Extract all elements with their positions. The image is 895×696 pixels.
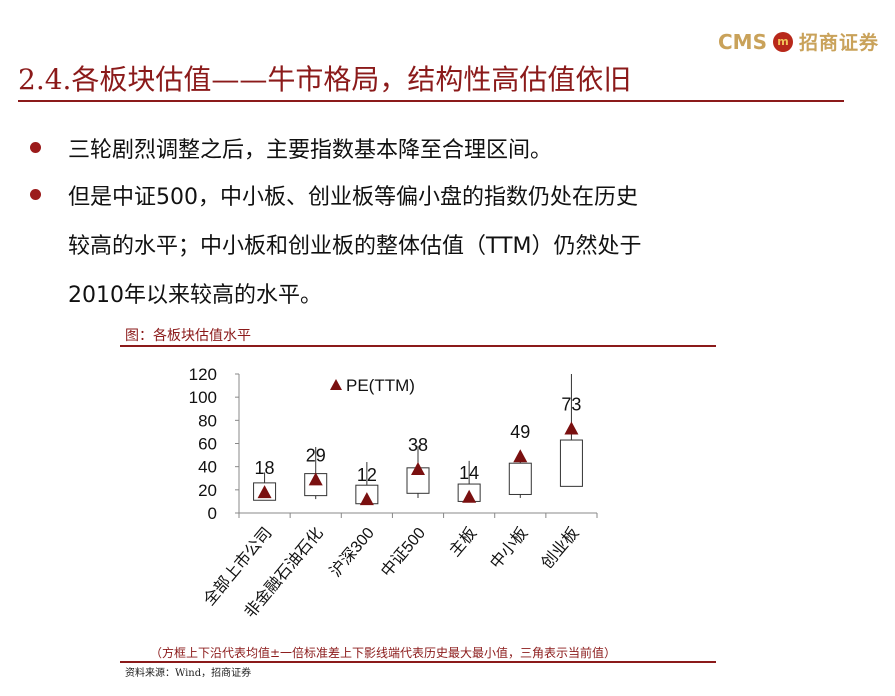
bullet-1-line-1: 三轮剧烈调整之后，主要指数基本降至合理区间。 bbox=[68, 138, 553, 163]
current-value-marker bbox=[257, 485, 272, 499]
note-divider bbox=[120, 661, 716, 663]
legend-label: PE(TTM) bbox=[346, 376, 415, 395]
figure-note: （方框上下沿代表均值±一倍标准差上下影线端代表历史最大最小值，三角表示当前值） bbox=[150, 646, 617, 660]
data-label: 12 bbox=[357, 465, 377, 485]
bullet-2-line-2: 较高的水平；中小板和创业板的整体估值（TTM）仍然处于 bbox=[68, 234, 642, 259]
category-label: 创业板 bbox=[538, 524, 583, 572]
figure-caption: 图：各板块估值水平 bbox=[125, 328, 251, 344]
y-tick-label: 120 bbox=[189, 365, 217, 384]
cms-logo: CMS m 招商证券 bbox=[718, 28, 879, 55]
bullet-2-line-1: 但是中证500，中小板、创业板等偏小盘的指数仍处在历史 bbox=[68, 185, 638, 210]
box bbox=[508, 462, 532, 495]
category-label: 中证500 bbox=[378, 524, 430, 581]
current-value-marker bbox=[359, 492, 374, 506]
data-label: 73 bbox=[561, 394, 581, 414]
data-label: 18 bbox=[255, 458, 275, 478]
y-tick-label: 100 bbox=[189, 388, 217, 407]
logo-mark-icon: m bbox=[772, 31, 793, 52]
current-value-marker bbox=[462, 489, 477, 503]
logo-text-en: CMS bbox=[718, 29, 767, 54]
slide-title: 2.4.各板块估值——牛市格局，结构性高估值依旧 bbox=[18, 63, 632, 96]
current-value-marker bbox=[564, 421, 579, 435]
bullet-dot-icon bbox=[30, 189, 41, 200]
y-tick-label: 0 bbox=[208, 504, 217, 523]
data-label: 49 bbox=[510, 422, 530, 442]
y-tick-label: 40 bbox=[198, 458, 217, 477]
current-value-marker bbox=[513, 449, 528, 463]
title-divider bbox=[18, 100, 844, 102]
category-label: 沪深300 bbox=[326, 524, 378, 581]
y-tick-label: 80 bbox=[198, 411, 217, 430]
caption-divider bbox=[120, 345, 716, 347]
current-value-marker bbox=[411, 461, 425, 475]
legend-marker-icon bbox=[330, 379, 342, 390]
logo-text-cn: 招商证券 bbox=[798, 32, 879, 54]
bullet-2-line-3: 2010年以来较高的水平。 bbox=[68, 283, 322, 308]
y-tick-label: 60 bbox=[198, 435, 217, 454]
box bbox=[559, 439, 583, 487]
data-label: 29 bbox=[306, 445, 326, 465]
current-value-marker bbox=[308, 472, 323, 486]
bullet-dot-icon bbox=[30, 142, 41, 153]
data-label: 14 bbox=[459, 463, 479, 483]
data-label: 38 bbox=[408, 435, 428, 455]
category-label: 中小板 bbox=[487, 524, 532, 572]
category-label: 主板 bbox=[446, 524, 480, 560]
y-tick-label: 20 bbox=[198, 481, 217, 500]
figure-source: 资料来源：Wind，招商证券 bbox=[125, 668, 252, 679]
